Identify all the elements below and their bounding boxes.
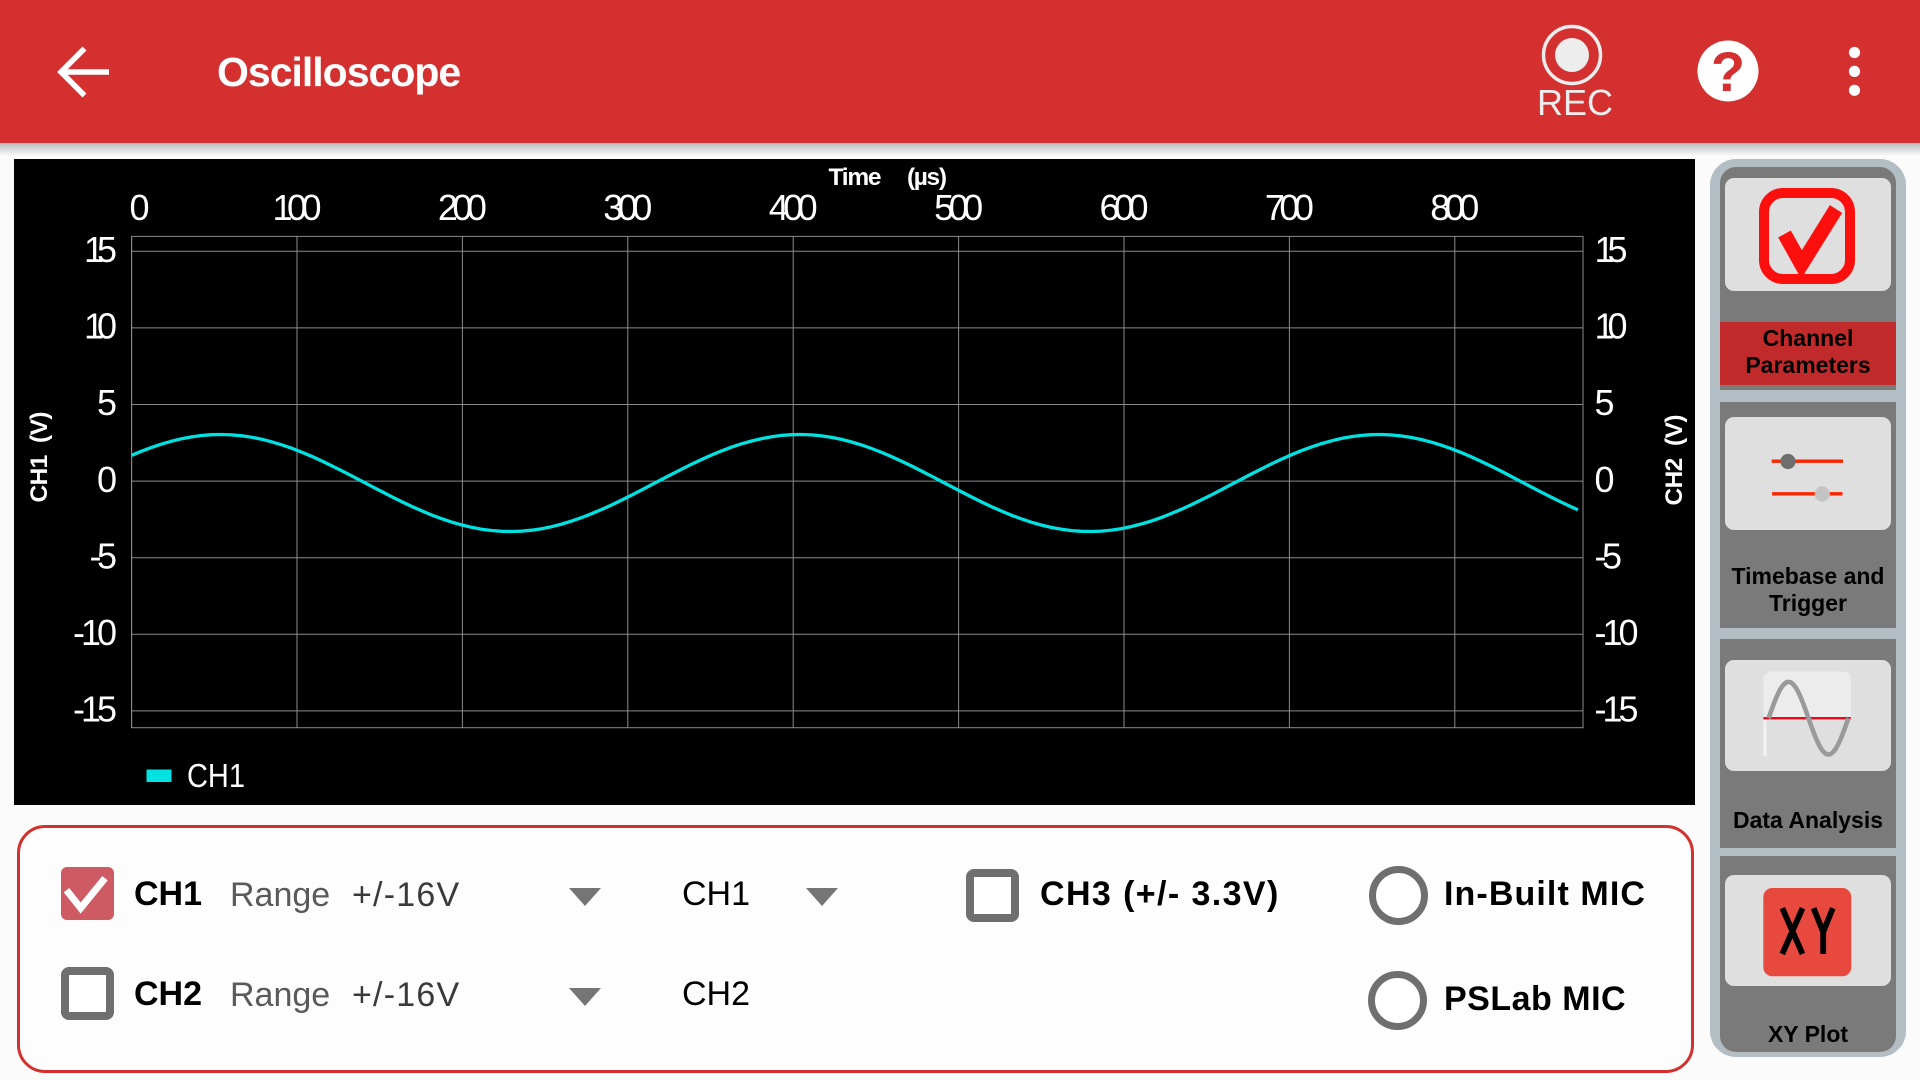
svg-text:(µs): (µs) [907,164,947,191]
svg-text:400: 400 [769,187,818,228]
svg-text:5: 5 [1595,382,1615,423]
svg-text:CH1 (V): CH1 (V) [26,412,53,503]
svg-text:5: 5 [97,382,117,423]
svg-text:-5: -5 [1595,535,1623,576]
svg-text:100: 100 [273,187,322,228]
svg-text:700: 700 [1265,187,1314,228]
svg-text:CH1: CH1 [187,757,245,794]
svg-text:300: 300 [603,187,652,228]
svg-text:?: ? [1711,40,1745,102]
svg-text:15: 15 [84,229,117,270]
svg-text:-15: -15 [73,689,117,730]
svg-text:500: 500 [934,187,983,228]
svg-text:-10: -10 [1595,612,1639,653]
svg-text:600: 600 [1100,187,1149,228]
svg-text:10: 10 [84,306,117,347]
svg-text:-10: -10 [73,612,117,653]
svg-text:Time: Time [829,164,882,191]
svg-text:10: 10 [1595,306,1628,347]
svg-text:0: 0 [97,459,117,500]
svg-text:0: 0 [1595,459,1615,500]
svg-text:-15: -15 [1595,689,1639,730]
svg-text:800: 800 [1430,187,1479,228]
svg-text:15: 15 [1595,229,1628,270]
svg-text:CH2 (V): CH2 (V) [1661,415,1688,506]
svg-text:-5: -5 [90,535,118,576]
svg-text:200: 200 [438,187,487,228]
svg-text:0: 0 [129,187,149,228]
